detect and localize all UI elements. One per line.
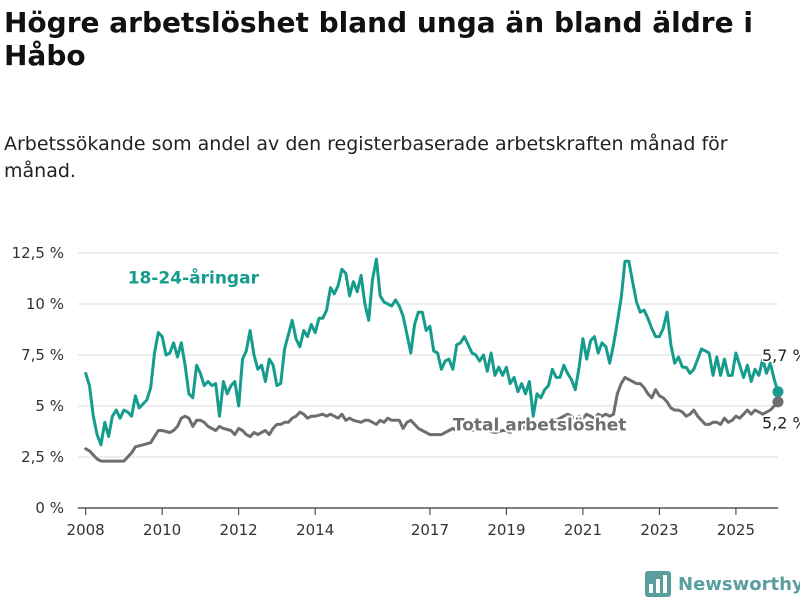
series-line-total — [84, 375, 780, 463]
grid-lines — [78, 252, 778, 509]
x-tick-label: 2023 — [640, 521, 678, 539]
series-lines — [84, 257, 784, 463]
end-value-label-total: 5,2 % — [762, 413, 800, 432]
y-tick-label: 7,5 % — [21, 346, 64, 364]
series-end-marker-youth — [772, 386, 784, 398]
y-tick-label: 12,5 % — [12, 244, 64, 262]
brand-name: Newsworthy — [678, 573, 800, 595]
newsworthy-logo: Newsworthy — [645, 570, 800, 598]
x-tick-label: 2014 — [296, 521, 334, 539]
axis-labels: 0 % 2,5 % 5 % 7,5 % 10 % 12,5 % 2008 2010 2012 20… — [12, 244, 755, 539]
y-tick-label: 2,5 % — [21, 448, 64, 466]
x-tick-label: 2025 — [717, 521, 755, 539]
x-tick-label: 2021 — [564, 521, 602, 539]
x-tick-label: 2017 — [411, 521, 449, 539]
y-tick-label: 0 % — [35, 499, 64, 517]
y-tick-label: 10 % — [26, 295, 64, 313]
series-line-youth — [84, 257, 780, 447]
x-tick-label: 2019 — [487, 521, 525, 539]
y-tick-label: 5 % — [35, 397, 64, 415]
end-value-label-youth: 5,7 % — [762, 346, 800, 365]
x-tick-label: 2012 — [220, 521, 258, 539]
series-labels: 18-24-åringar 5,7 % Total arbetslöshet 5,2 … — [126, 265, 800, 438]
x-tick-label: 2008 — [67, 521, 105, 539]
bar-chart-logo-icon — [645, 571, 671, 597]
chart-title: Högre arbetslöshet bland unga än bland ä… — [4, 6, 753, 72]
chart-subtitle: Arbetssökande som andel av den registerb… — [4, 133, 728, 182]
line-chart: 0 % 2,5 % 5 % 7,5 % 10 % 12,5 % 2008 2010 2012 20… — [12, 244, 800, 539]
x-tick-label: 2010 — [143, 521, 181, 539]
series-label-youth: 18-24-åringar — [128, 267, 260, 289]
series-end-marker-total — [772, 396, 784, 408]
series-label-total: Total arbetslöshet — [453, 415, 627, 435]
